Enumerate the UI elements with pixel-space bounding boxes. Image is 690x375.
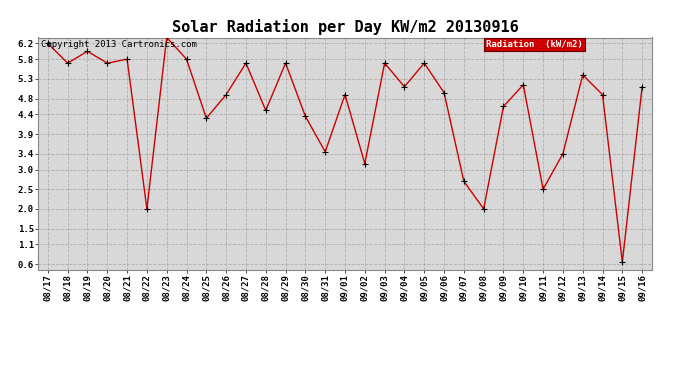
Text: Radiation  (kW/m2): Radiation (kW/m2) [486, 40, 583, 49]
Text: Copyright 2013 Cartronics.com: Copyright 2013 Cartronics.com [41, 40, 197, 49]
Title: Solar Radiation per Day KW/m2 20130916: Solar Radiation per Day KW/m2 20130916 [172, 19, 518, 35]
